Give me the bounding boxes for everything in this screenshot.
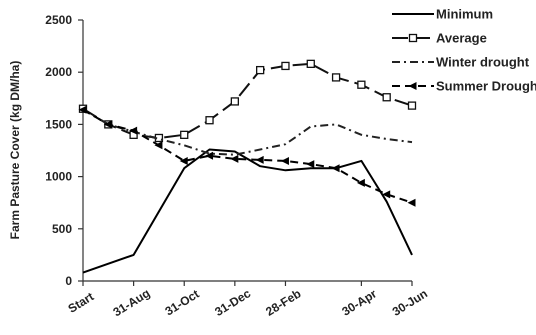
data-marker [230,154,239,163]
x-tick-label: Start [66,289,97,315]
data-marker [179,156,188,165]
x-tick-label: 31-Oct [163,287,202,319]
data-marker [205,116,214,125]
legend-label: Winter drought [436,55,530,70]
legend: Minimum Average Winter drought Summer Droug… [392,7,536,94]
series-line [82,108,413,156]
data-marker [129,126,138,135]
data-marker [281,61,290,71]
data-marker [407,101,417,110]
y-tick-label: 2500 [45,13,72,27]
data-marker [331,73,341,82]
data-marker [230,97,239,106]
data-marker [280,156,289,165]
axes: 0 500 1000 1500 2000 2500 Start 31-Aug 31-Oct 31-… [45,13,430,319]
legend-label: Summer Drought [436,79,536,94]
data-marker [256,65,265,75]
x-tick-label: 30-Jun [390,286,430,318]
legend-item: Average [392,31,487,46]
legend-label: Average [436,31,487,46]
y-tick-label: 0 [65,274,72,288]
data-marker [205,151,214,160]
data-marker [255,155,264,164]
legend-item: Summer Drought [392,79,536,94]
data-marker [331,164,340,173]
data-marker [78,105,87,114]
data-marker [306,59,315,68]
series-line [82,148,413,274]
data-marker [357,80,366,89]
data-marker [408,33,418,43]
legend-item: Minimum [392,7,493,22]
data-marker [306,160,315,169]
data-marker [408,82,417,90]
y-tick-label: 2000 [45,65,72,79]
x-tick-label: 28-Feb [263,286,303,318]
data-marker [407,198,416,207]
series-line [82,62,413,139]
series-average [78,59,417,143]
data-marker [154,141,163,150]
series-winter-drought [82,108,413,156]
y-tick-label: 500 [52,222,72,236]
series-layer [78,59,417,274]
x-tick-label: 31-Aug [111,286,153,319]
x-tick-label: 30-Apr [339,286,379,318]
series-minimum [82,148,413,274]
y-axis-label: Farm Pasture Cover (kg DM/ha) [8,61,22,240]
x-tick-label: 31-Dec [212,286,253,319]
y-tick-label: 1500 [45,117,72,131]
data-marker [382,190,391,199]
data-marker [356,178,365,187]
series-summer-drought [78,105,416,207]
data-marker [382,93,391,102]
legend-item: Winter drought [392,55,530,70]
legend-label: Minimum [436,7,493,22]
data-marker [180,130,189,139]
series-line [82,108,413,204]
y-tick-label: 1000 [45,170,72,184]
data-marker [103,120,112,129]
